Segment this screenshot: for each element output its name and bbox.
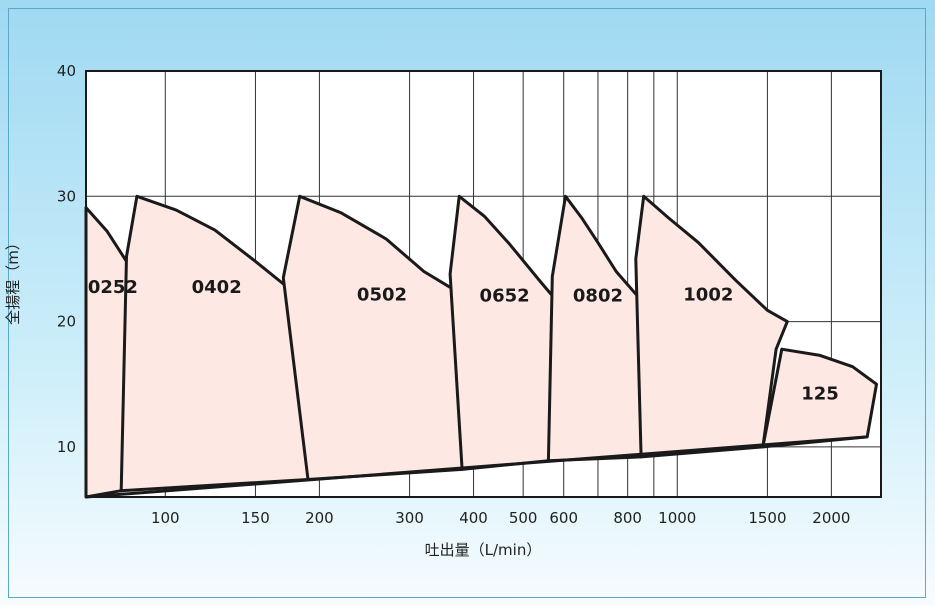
y-axis-title: 全揚程（m） [4,235,22,325]
x-tick-label: 400 [459,509,488,527]
region-1002 [634,194,789,459]
x-tick-label: 800 [613,509,642,527]
y-tick-label: 40 [57,62,76,80]
x-tick-label: 2000 [812,509,850,527]
region-0402 [119,194,321,493]
region-label-0652: 0652 [480,286,530,307]
performance-regions [84,194,878,499]
x-tick-label: 1000 [658,509,696,527]
y-tick-label: 10 [57,438,76,456]
x-tick-label: 500 [509,509,538,527]
x-tick-label: 150 [241,509,270,527]
x-tick-label: 200 [305,509,334,527]
x-tick-labels: 100 150 200 300 400 500 600 800 1000 1500 2000 [151,509,850,527]
region-label-0402: 0402 [192,277,242,298]
plot-border [85,70,882,498]
chart-frame [8,8,926,598]
region-labels: 0252 0402 0502 0652 0802 1002 125 [88,277,839,405]
x-tick-label: 600 [549,509,578,527]
region-label-0802: 0802 [573,286,623,307]
region-label-0252: 0252 [88,277,138,298]
y-tick-label: 20 [57,313,76,331]
x-tick-label: 100 [151,509,180,527]
y-tick-label: 30 [57,187,76,205]
x-tick-label: 300 [395,509,424,527]
region-125 [761,347,878,449]
region-label-0502: 0502 [357,284,407,305]
y-tick-labels: 10 20 30 40 [57,62,76,456]
region-label-125: 125 [801,383,839,404]
region-label-1002: 1002 [683,284,733,305]
x-axis-title: 吐出量（L/min） [425,541,542,559]
x-tick-label: 1500 [748,509,786,527]
baseline-curve [85,435,868,499]
